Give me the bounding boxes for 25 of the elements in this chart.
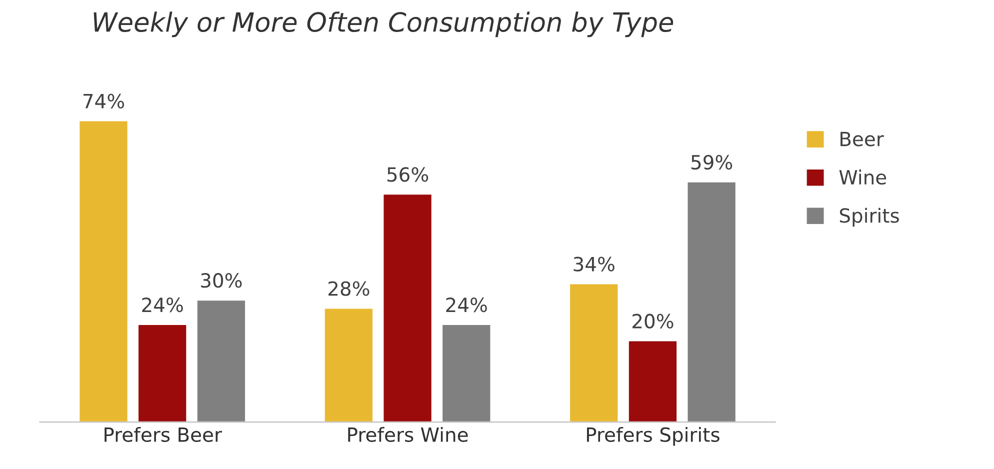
- data-label: 34%: [574, 256, 614, 272]
- bar: [628, 340, 678, 422]
- data-label: 20%: [632, 314, 674, 329]
- legend-label: Wine: [839, 170, 886, 185]
- chart-title: Weekly or More Often Consumption by Type: [94, 12, 674, 38]
- bar: [78, 120, 129, 422]
- data-label: 30%: [201, 273, 242, 288]
- bar: [568, 282, 620, 422]
- data-label: 56%: [387, 167, 428, 182]
- bar: [441, 324, 492, 422]
- x-tick-label: Prefers Spirits: [587, 426, 720, 446]
- x-tick-label: Prefers Wine: [348, 426, 468, 442]
- bar: [323, 307, 374, 422]
- data-label: 24%: [142, 298, 183, 312]
- data-label: 28%: [328, 281, 370, 296]
- bar: [196, 299, 246, 422]
- x-tick-label: Prefers Beer: [104, 426, 222, 442]
- bar: [382, 193, 433, 422]
- data-label: 24%: [446, 298, 487, 312]
- data-label: 59%: [691, 154, 732, 170]
- bar: [137, 324, 188, 422]
- data-label: 74%: [83, 94, 124, 108]
- bar: [686, 181, 737, 422]
- legend-label: Spirits: [840, 208, 899, 227]
- legend-label: Beer: [840, 132, 884, 146]
